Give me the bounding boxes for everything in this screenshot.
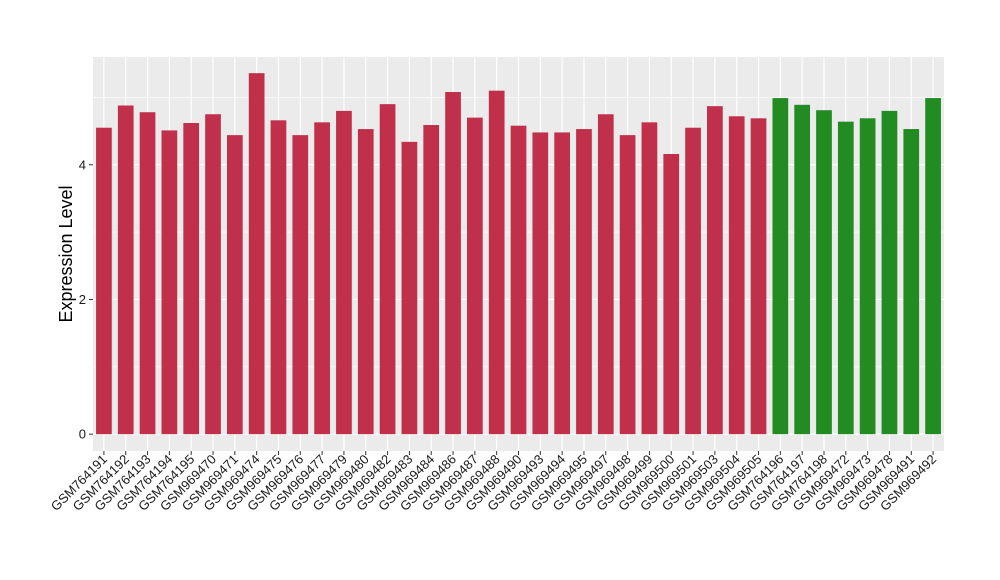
y-tick-label: 0	[79, 427, 86, 442]
y-tick-label: 4	[79, 157, 86, 172]
bar	[816, 110, 832, 435]
bar	[859, 118, 876, 435]
bar	[357, 129, 374, 435]
bar	[336, 110, 352, 435]
bar	[685, 127, 701, 435]
bar	[96, 127, 112, 435]
y-tick-label: 2	[79, 292, 86, 307]
y-axis: 0 2 4	[79, 157, 93, 442]
bar	[663, 153, 680, 435]
bar	[576, 129, 592, 435]
bar	[772, 98, 789, 435]
bar	[183, 123, 200, 435]
bar	[554, 132, 570, 435]
bar	[532, 132, 549, 435]
bar	[161, 130, 178, 435]
bar	[750, 118, 767, 435]
bar	[401, 141, 418, 435]
bar	[248, 73, 265, 435]
bar	[117, 105, 134, 435]
bar	[467, 117, 483, 435]
bar	[205, 114, 221, 435]
bar	[488, 90, 505, 435]
bar	[226, 135, 243, 435]
bar	[881, 110, 898, 435]
bar	[292, 135, 309, 435]
bar	[423, 125, 440, 435]
bar	[794, 104, 811, 435]
bar	[707, 106, 723, 435]
bar	[837, 121, 854, 435]
bar	[925, 98, 941, 435]
bar	[379, 104, 396, 435]
bar	[597, 114, 614, 435]
bar	[619, 135, 636, 435]
bar	[314, 122, 330, 435]
x-axis: GSM764191GSM764192GSM764193GSM764194GSM7…	[48, 451, 939, 514]
bars	[96, 73, 941, 435]
bar	[903, 129, 920, 435]
y-axis-title: Expression Level	[56, 185, 76, 322]
bar	[641, 122, 658, 435]
bar	[445, 92, 461, 435]
bar	[510, 125, 527, 435]
bar	[139, 112, 156, 435]
bar	[270, 120, 287, 435]
bar	[728, 116, 745, 435]
